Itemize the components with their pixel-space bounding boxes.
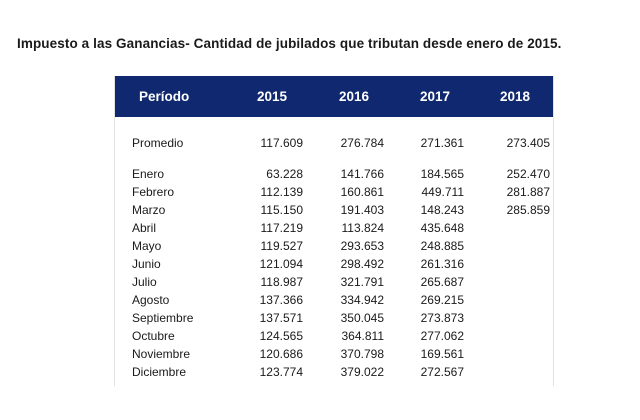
cell-2017: 272.567 xyxy=(420,365,464,379)
cell-2015: 121.094 xyxy=(259,257,303,271)
cell-2015: 63.228 xyxy=(266,167,303,181)
table-row-octubre: Octubre 124.565 364.811 277.062 xyxy=(115,327,553,345)
document-title: Impuesto a las Ganancias- Cantidad de ju… xyxy=(17,36,562,51)
cell-2015: 120.686 xyxy=(259,347,303,361)
cell-2017: 148.243 xyxy=(420,203,464,217)
cell-2018: 281.887 xyxy=(506,185,550,199)
row-label: Julio xyxy=(132,275,157,289)
cell-2015: 137.366 xyxy=(259,293,303,307)
cell-2017: 277.062 xyxy=(420,329,464,343)
cell-2018: 252.470 xyxy=(506,167,550,181)
table-row-enero: Enero 63.228 141.766 184.565 252.470 xyxy=(115,165,553,183)
cell-2017: 169.561 xyxy=(420,347,464,361)
cell-2016: 141.766 xyxy=(340,167,384,181)
cell-2016: 276.784 xyxy=(340,136,384,150)
table-row-diciembre: Diciembre 123.774 379.022 272.567 xyxy=(115,363,553,381)
row-label: Septiembre xyxy=(132,311,194,325)
cell-2016: 293.653 xyxy=(340,239,384,253)
cell-2017: 271.361 xyxy=(420,136,464,150)
jubilados-table: Período 2015 2016 2017 2018 Promedio 117… xyxy=(114,76,554,386)
cell-2017: 265.687 xyxy=(420,275,464,289)
cell-2016: 191.403 xyxy=(340,203,384,217)
row-label: Febrero xyxy=(132,185,175,199)
cell-2018: 273.405 xyxy=(506,136,550,150)
table-row-agosto: Agosto 137.366 334.942 269.215 xyxy=(115,291,553,309)
table-row-abril: Abril 117.219 113.824 435.648 xyxy=(115,219,553,237)
cell-2016: 364.811 xyxy=(341,329,385,343)
cell-2015: 118.987 xyxy=(260,275,304,289)
cell-2015: 124.565 xyxy=(259,329,303,343)
cell-2017: 184.565 xyxy=(420,167,464,181)
table-header: Período 2015 2016 2017 2018 xyxy=(115,76,553,117)
cell-2016: 379.022 xyxy=(340,365,384,379)
table-row-junio: Junio 121.094 298.492 261.316 xyxy=(115,255,553,273)
cell-2016: 113.824 xyxy=(341,221,385,235)
row-label: Marzo xyxy=(132,203,166,217)
cell-2015: 123.774 xyxy=(259,365,303,379)
cell-2015: 112.139 xyxy=(260,185,304,199)
cell-2017: 248.885 xyxy=(420,239,464,253)
cell-2015: 115.150 xyxy=(260,203,304,217)
row-label: Mayo xyxy=(132,239,162,253)
header-year-2017: 2017 xyxy=(419,89,451,104)
row-label: Promedio xyxy=(132,136,184,150)
table-row-febrero: Febrero 112.139 160.861 449.711 281.887 xyxy=(115,183,553,201)
cell-2016: 334.942 xyxy=(340,293,384,307)
table-row-noviembre: Noviembre 120.686 370.798 169.561 xyxy=(115,345,553,363)
cell-2017: 261.316 xyxy=(420,257,464,271)
cell-2015: 117.609 xyxy=(260,136,304,150)
cell-2015: 119.527 xyxy=(260,239,304,253)
table-row-promedio: Promedio 117.609 276.784 271.361 273.405 xyxy=(115,134,553,152)
cell-2016: 321.791 xyxy=(340,275,384,289)
row-label: Agosto xyxy=(132,293,170,307)
cell-2016: 298.492 xyxy=(340,257,384,271)
table-row-julio: Julio 118.987 321.791 265.687 xyxy=(115,273,553,291)
header-year-2018: 2018 xyxy=(499,89,531,104)
cell-2015: 137.571 xyxy=(259,311,303,325)
row-label: Diciembre xyxy=(132,365,187,379)
cell-2018: 285.859 xyxy=(506,203,550,217)
cell-2017: 435.648 xyxy=(420,221,464,235)
table-row-septiembre: Septiembre 137.571 350.045 273.873 xyxy=(115,309,553,327)
cell-2015: 117.219 xyxy=(260,221,304,235)
row-label: Junio xyxy=(132,257,161,271)
cell-2016: 350.045 xyxy=(340,311,384,325)
cell-2016: 160.861 xyxy=(340,185,384,199)
row-label: Octubre xyxy=(132,329,175,343)
row-label: Enero xyxy=(132,167,165,181)
cell-2017: 269.215 xyxy=(420,293,464,307)
row-label: Abril xyxy=(132,221,157,235)
cell-2016: 370.798 xyxy=(340,347,384,361)
header-year-2016: 2016 xyxy=(338,89,370,104)
cell-2017: 273.873 xyxy=(420,311,464,325)
header-period: Período xyxy=(139,89,190,104)
header-year-2015: 2015 xyxy=(256,89,288,104)
row-label: Noviembre xyxy=(132,347,191,361)
table-row-mayo: Mayo 119.527 293.653 248.885 xyxy=(115,237,553,255)
table-row-marzo: Marzo 115.150 191.403 148.243 285.859 xyxy=(115,201,553,219)
cell-2017: 449.711 xyxy=(421,185,465,199)
